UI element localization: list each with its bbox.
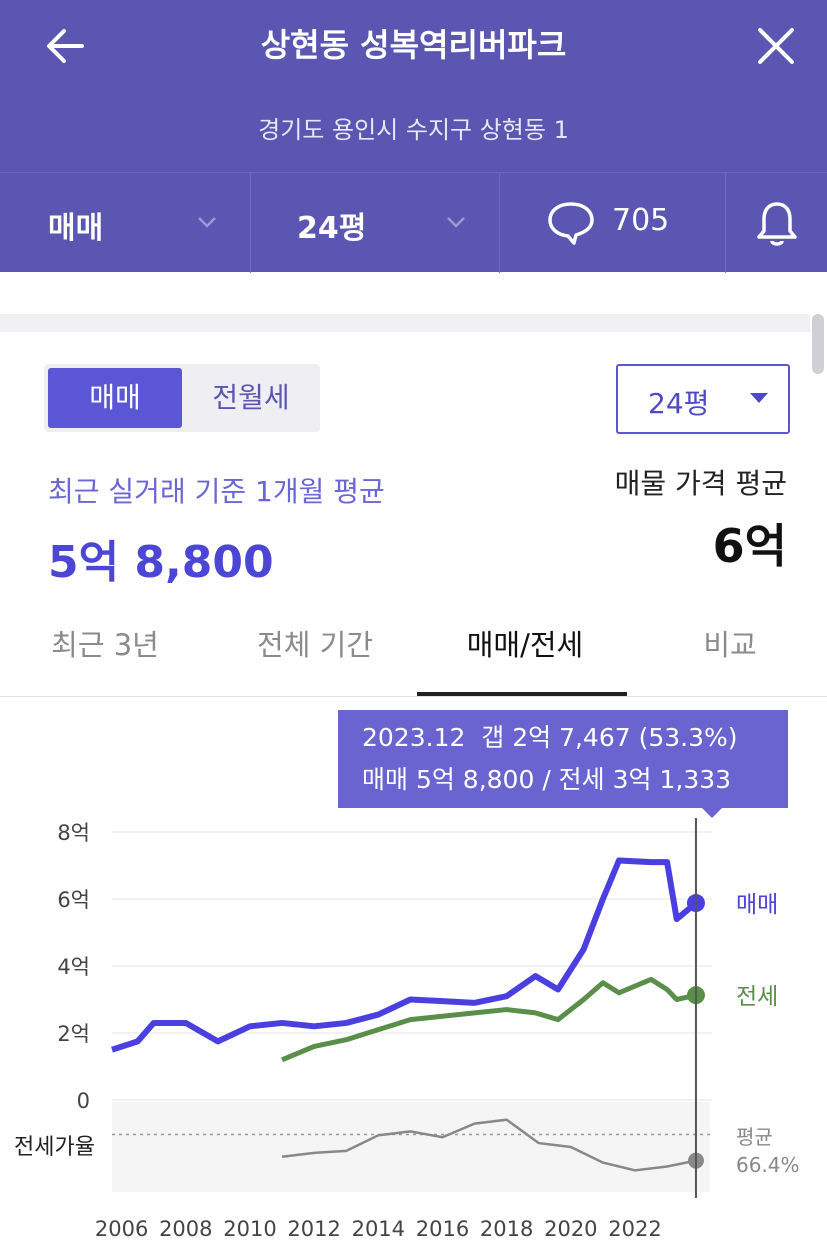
active-tab-indicator — [417, 692, 627, 696]
tab-recent-3y[interactable]: 최근 3년 — [51, 628, 159, 662]
toggle-sale[interactable]: 매매 — [48, 368, 182, 428]
tab-compare[interactable]: 비교 — [703, 628, 757, 662]
speech-bubble-icon — [548, 202, 594, 245]
recent-average-value: 5억 8,800 — [48, 537, 274, 588]
size-label: 24평 — [297, 211, 367, 246]
x-tick-label: 2022 — [608, 1217, 661, 1241]
x-tick-label: 2010 — [223, 1217, 276, 1241]
size-select[interactable]: 24평 — [251, 173, 500, 273]
size-dropdown-value: 24평 — [648, 387, 710, 420]
tab-sale-jeonse[interactable]: 매매/전세 — [466, 628, 584, 662]
trade-type-toggle: 매매 전월세 — [44, 364, 320, 432]
recent-average-label: 최근 실거래 기준 1개월 평균 — [48, 475, 385, 508]
y-tick-label: 2억 — [57, 1022, 90, 1046]
x-tick-label: 2012 — [287, 1217, 340, 1241]
ratio-panel-bg — [112, 1102, 710, 1192]
price-chart[interactable]: 0 2억 4억 6억 8억 2006 2008 2010 2012 2014 2016 2018 20… — [0, 700, 827, 1256]
ratio-avg-value: 66.4% — [736, 1153, 800, 1177]
x-tick-label: 2020 — [544, 1217, 597, 1241]
y-tick-label: 0 — [77, 1089, 90, 1113]
app-header: 상현동 성복역리버파크 경기도 용인시 수지구 상현동 1 매매 24평 705 — [0, 0, 827, 273]
listing-average-label: 매물 가격 평균 — [614, 467, 787, 500]
tab-all-period[interactable]: 전체 기간 — [257, 628, 373, 662]
y-tick-label: 8억 — [57, 821, 90, 845]
x-tick-label: 2018 — [480, 1217, 533, 1241]
tooltip-line2: 매매 5억 8,800 / 전세 3억 1,333 — [362, 765, 731, 794]
back-arrow-icon[interactable] — [42, 22, 90, 70]
deal-type-label: 매매 — [48, 211, 104, 246]
tooltip-pointer — [702, 808, 722, 818]
series-line — [111, 857, 698, 1053]
tooltip-bg — [338, 710, 788, 808]
x-tick-label: 2014 — [352, 1217, 405, 1241]
address: 경기도 용인시 수지구 상현동 1 — [258, 116, 569, 144]
toggle-rent[interactable]: 전월세 — [212, 381, 290, 414]
caret-down-icon — [750, 393, 768, 403]
size-dropdown[interactable]: 24평 — [616, 364, 790, 434]
filter-bar: 매매 24평 705 — [0, 172, 827, 273]
series-line — [281, 976, 697, 1063]
x-tick-label: 2008 — [159, 1217, 212, 1241]
series-label: 매매 — [736, 892, 778, 918]
comments-button[interactable]: 705 — [500, 173, 726, 273]
bell-icon[interactable] — [754, 199, 800, 249]
listing-average-value: 6억 — [712, 519, 787, 573]
chevron-down-icon — [447, 217, 465, 228]
tooltip-line1: 2023.12 갭 2억 7,467 (53.3%) — [362, 723, 738, 752]
chevron-down-icon — [198, 217, 216, 228]
page-title: 상현동 성복역리버파크 — [260, 26, 567, 64]
tab-divider — [0, 696, 827, 697]
close-icon[interactable] — [752, 22, 800, 70]
x-tick-label: 2006 — [95, 1217, 148, 1241]
deal-type-select[interactable]: 매매 — [0, 173, 251, 273]
y-tick-label: 4억 — [57, 955, 90, 979]
scrollbar[interactable] — [812, 314, 824, 374]
comment-count: 705 — [612, 203, 670, 238]
tooltip: 2023.12 갭 2억 7,467 (53.3%) 매매 5억 8,800 /… — [338, 710, 788, 818]
ratio-label: 전세가율 — [14, 1135, 95, 1160]
ratio-avg-label: 평균 — [736, 1125, 773, 1149]
series-label: 전세 — [736, 984, 778, 1010]
section-divider — [0, 314, 810, 332]
y-tick-label: 6억 — [57, 888, 90, 912]
x-tick-label: 2016 — [416, 1217, 469, 1241]
ratio-line — [281, 1118, 697, 1172]
